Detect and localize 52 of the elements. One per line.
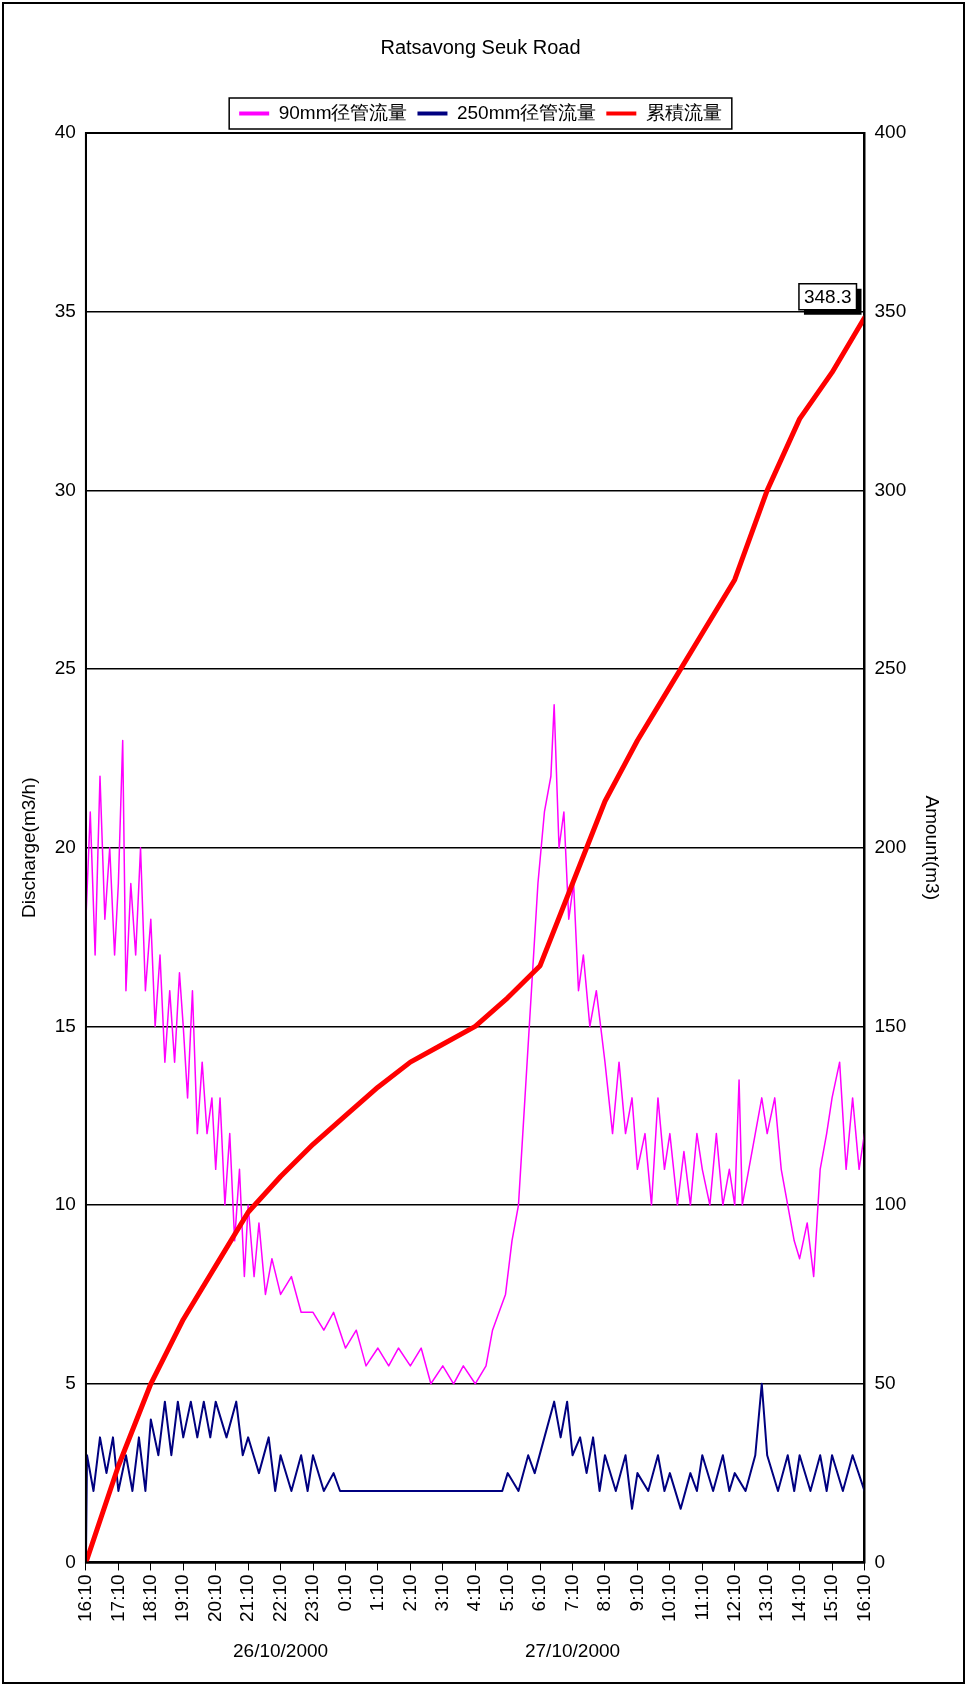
x-tick-label: 2:10: [398, 1574, 420, 1612]
y2-tick-label: 400: [874, 121, 907, 143]
x-tick-label: 1:10: [366, 1574, 388, 1612]
x-tick-label: 15:10: [820, 1574, 842, 1622]
x-tick-label: 13:10: [755, 1574, 777, 1622]
y-tick-label: 10: [54, 1193, 76, 1215]
x-tick-label: 22:10: [268, 1574, 290, 1622]
text: 26/10/2000: [233, 1640, 329, 1662]
y-tick-label: 30: [54, 478, 76, 500]
x-tick-label: 21:10: [236, 1574, 258, 1622]
data-label: 348.3: [803, 285, 852, 307]
y2-tick-label: 0: [874, 1550, 886, 1572]
x-tick-label: 11:10: [690, 1574, 712, 1621]
legend-label: 累積流量: [645, 101, 722, 123]
y-tick-label: 5: [65, 1372, 76, 1394]
x-tick-label: 6:10: [528, 1574, 550, 1612]
y2-axis-title: Amount(m3): [922, 795, 944, 900]
y2-tick-label: 350: [874, 299, 907, 321]
x-tick-label: 0:10: [333, 1574, 355, 1612]
legend-label: 250mm径管流量: [456, 101, 597, 123]
x-tick-label: 18:10: [139, 1574, 161, 1622]
y2-tick-label: 300: [874, 478, 907, 500]
x-tick-label: 12:10: [722, 1574, 744, 1622]
x-tick-label: 5:10: [495, 1574, 517, 1612]
legend-label: 90mm径管流量: [278, 101, 408, 123]
chart-title: Ratsavong Seuk Road: [380, 35, 581, 58]
y-tick-label: 15: [54, 1014, 76, 1036]
y-tick-label: 0: [65, 1550, 76, 1572]
x-tick-label: 14:10: [787, 1574, 809, 1622]
y-tick-label: 40: [54, 121, 76, 143]
y2-tick-label: 100: [874, 1193, 907, 1215]
x-tick-label: 8:10: [593, 1574, 615, 1612]
x-tick-label: 3:10: [431, 1574, 453, 1612]
y2-tick-label: 50: [874, 1372, 896, 1394]
y-axis-title: Discharge(m3/h): [17, 777, 39, 918]
y2-tick-label: 250: [874, 657, 907, 679]
y-tick-label: 20: [54, 835, 76, 857]
y2-tick-label: 200: [874, 835, 907, 857]
x-tick-label: 17:10: [106, 1574, 128, 1622]
x-tick-label: 23:10: [301, 1574, 323, 1622]
x-tick-label: 20:10: [203, 1574, 225, 1622]
text: 27/10/2000: [524, 1640, 621, 1662]
x-tick-label: 4:10: [463, 1574, 485, 1612]
y-tick-label: 35: [54, 299, 76, 321]
x-tick-label: 19:10: [171, 1574, 193, 1622]
y2-tick-label: 150: [874, 1014, 907, 1036]
x-tick-label: 16:10: [74, 1574, 96, 1622]
x-tick-label: 16:10: [852, 1574, 874, 1622]
x-tick-label: 7:10: [560, 1574, 582, 1612]
x-tick-label: 9:10: [625, 1574, 647, 1612]
x-tick-label: 10:10: [658, 1574, 680, 1622]
y-tick-label: 25: [54, 657, 76, 679]
